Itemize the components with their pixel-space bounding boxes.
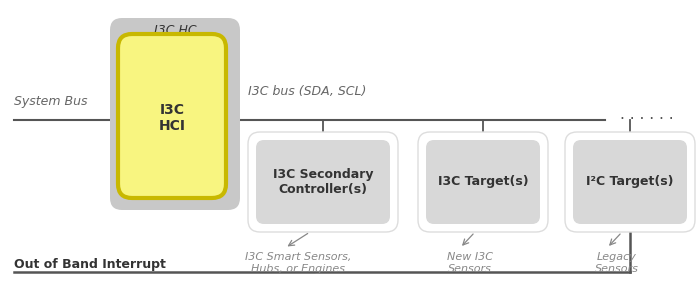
FancyBboxPatch shape — [118, 34, 226, 198]
FancyBboxPatch shape — [565, 132, 695, 232]
Text: Legacy
Sensors: Legacy Sensors — [595, 252, 639, 274]
FancyBboxPatch shape — [573, 140, 687, 224]
FancyBboxPatch shape — [418, 132, 548, 232]
Text: I3C bus (SDA, SCL): I3C bus (SDA, SCL) — [248, 85, 366, 98]
FancyBboxPatch shape — [256, 140, 390, 224]
Text: Out of Band Interrupt: Out of Band Interrupt — [14, 258, 166, 271]
Text: I3C Target(s): I3C Target(s) — [438, 176, 528, 188]
Text: System Bus: System Bus — [14, 95, 88, 108]
Text: I3C HC: I3C HC — [154, 24, 196, 37]
Text: I3C
HCI: I3C HCI — [158, 103, 186, 133]
FancyBboxPatch shape — [110, 18, 240, 210]
FancyBboxPatch shape — [426, 140, 540, 224]
Text: New I3C
Sensors: New I3C Sensors — [447, 252, 493, 274]
Text: I3C Smart Sensors,
Hubs, or Engines: I3C Smart Sensors, Hubs, or Engines — [245, 252, 351, 274]
Text: I²C Target(s): I²C Target(s) — [587, 176, 673, 188]
FancyBboxPatch shape — [248, 132, 398, 232]
Text: · · · · · ·: · · · · · · — [620, 113, 673, 127]
Text: I3C Secondary
Controller(s): I3C Secondary Controller(s) — [273, 168, 373, 196]
